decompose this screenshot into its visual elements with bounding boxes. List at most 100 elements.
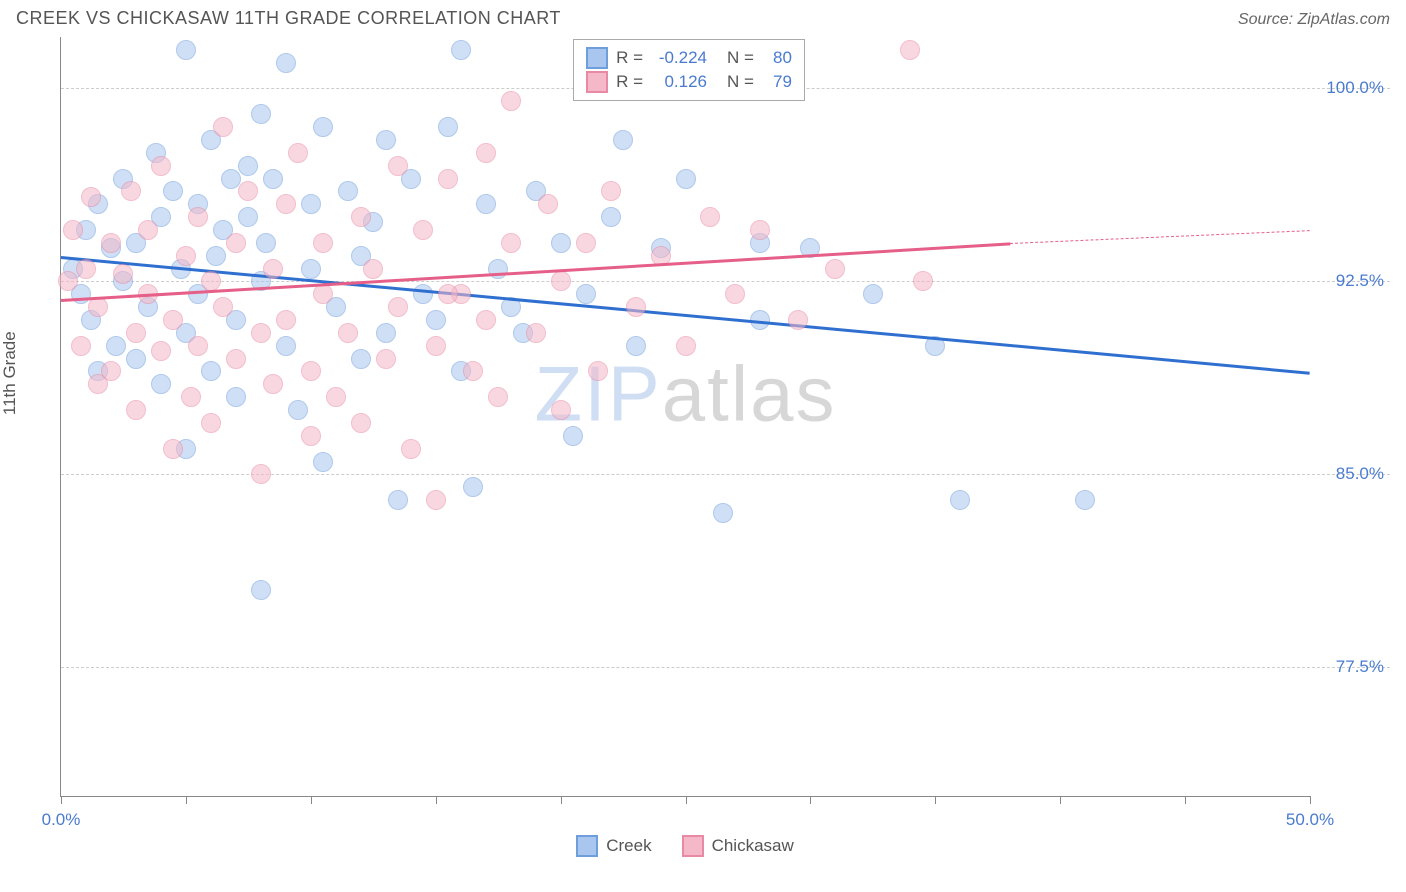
chart-source: Source: ZipAtlas.com <box>1238 11 1390 29</box>
data-point <box>626 336 646 356</box>
data-point <box>276 194 296 214</box>
data-point <box>426 336 446 356</box>
data-point <box>226 387 246 407</box>
legend-n-value: 80 <box>762 48 792 68</box>
x-tick <box>1310 796 1311 804</box>
data-point <box>913 271 933 291</box>
x-tick <box>1185 796 1186 804</box>
plot-area: ZIPatlas 100.0%92.5%85.0%77.5%0.0%50.0%R… <box>60 37 1310 797</box>
data-point <box>950 490 970 510</box>
legend-swatch <box>586 47 608 69</box>
data-point <box>326 387 346 407</box>
data-point <box>526 323 546 343</box>
data-point <box>413 220 433 240</box>
data-point <box>388 156 408 176</box>
data-point <box>213 297 233 317</box>
data-point <box>263 259 283 279</box>
data-point <box>1075 490 1095 510</box>
data-point <box>121 181 141 201</box>
legend-n-label: N = <box>727 48 754 68</box>
data-point <box>501 91 521 111</box>
data-point <box>676 169 696 189</box>
data-point <box>201 361 221 381</box>
data-point <box>301 259 321 279</box>
data-point <box>201 271 221 291</box>
data-point <box>126 400 146 420</box>
bottom-legend-item: Creek <box>576 835 651 857</box>
data-point <box>351 207 371 227</box>
data-point <box>601 207 621 227</box>
legend-n-label: N = <box>727 72 754 92</box>
data-point <box>263 169 283 189</box>
data-point <box>226 233 246 253</box>
data-point <box>213 117 233 137</box>
data-point <box>538 194 558 214</box>
data-point <box>825 259 845 279</box>
trendline-extrapolated <box>1010 230 1310 244</box>
y-tick-label: 85.0% <box>1336 464 1384 484</box>
y-tick-label: 77.5% <box>1336 657 1384 677</box>
data-point <box>101 233 121 253</box>
x-tick <box>436 796 437 804</box>
data-point <box>251 580 271 600</box>
data-point <box>88 297 108 317</box>
data-point <box>176 246 196 266</box>
data-point <box>476 143 496 163</box>
data-point <box>551 271 571 291</box>
x-tick <box>61 796 62 804</box>
legend-swatch <box>682 835 704 857</box>
data-point <box>251 323 271 343</box>
data-point <box>900 40 920 60</box>
x-tick <box>561 796 562 804</box>
data-point <box>163 439 183 459</box>
chart-header: CREEK VS CHICKASAW 11TH GRADE CORRELATIO… <box>0 0 1406 33</box>
data-point <box>476 194 496 214</box>
bottom-legend-label: Chickasaw <box>712 836 794 856</box>
data-point <box>676 336 696 356</box>
data-point <box>238 156 258 176</box>
data-point <box>163 181 183 201</box>
data-point <box>376 130 396 150</box>
x-tick-label: 50.0% <box>1286 810 1334 830</box>
chart-container: 11th Grade ZIPatlas 100.0%92.5%85.0%77.5… <box>16 37 1390 857</box>
data-point <box>713 503 733 523</box>
data-point <box>113 264 133 284</box>
legend-n-value: 79 <box>762 72 792 92</box>
data-point <box>613 130 633 150</box>
legend-r-value: -0.224 <box>651 48 707 68</box>
data-point <box>363 259 383 279</box>
legend-swatch <box>576 835 598 857</box>
data-point <box>313 233 333 253</box>
x-tick-label: 0.0% <box>42 810 81 830</box>
data-point <box>238 207 258 227</box>
data-point <box>788 310 808 330</box>
legend-r-label: R = <box>616 48 643 68</box>
legend-r-value: 0.126 <box>651 72 707 92</box>
gridline <box>61 667 1390 668</box>
data-point <box>151 341 171 361</box>
data-point <box>263 374 283 394</box>
data-point <box>301 194 321 214</box>
data-point <box>601 181 621 201</box>
stats-legend-row: R = -0.224 N = 80 <box>586 46 792 70</box>
x-tick <box>686 796 687 804</box>
data-point <box>288 143 308 163</box>
data-point <box>301 426 321 446</box>
y-tick-label: 92.5% <box>1336 271 1384 291</box>
data-point <box>76 259 96 279</box>
stats-legend-row: R =0.126N =79 <box>586 70 792 94</box>
data-point <box>226 349 246 369</box>
x-tick <box>810 796 811 804</box>
chart-title: CREEK VS CHICKASAW 11TH GRADE CORRELATIO… <box>16 8 561 29</box>
trendline <box>61 256 1310 374</box>
data-point <box>101 361 121 381</box>
data-point <box>288 400 308 420</box>
data-point <box>426 310 446 330</box>
data-point <box>251 464 271 484</box>
data-point <box>438 284 458 304</box>
data-point <box>256 233 276 253</box>
data-point <box>750 220 770 240</box>
data-point <box>576 233 596 253</box>
data-point <box>463 477 483 497</box>
data-point <box>138 220 158 240</box>
